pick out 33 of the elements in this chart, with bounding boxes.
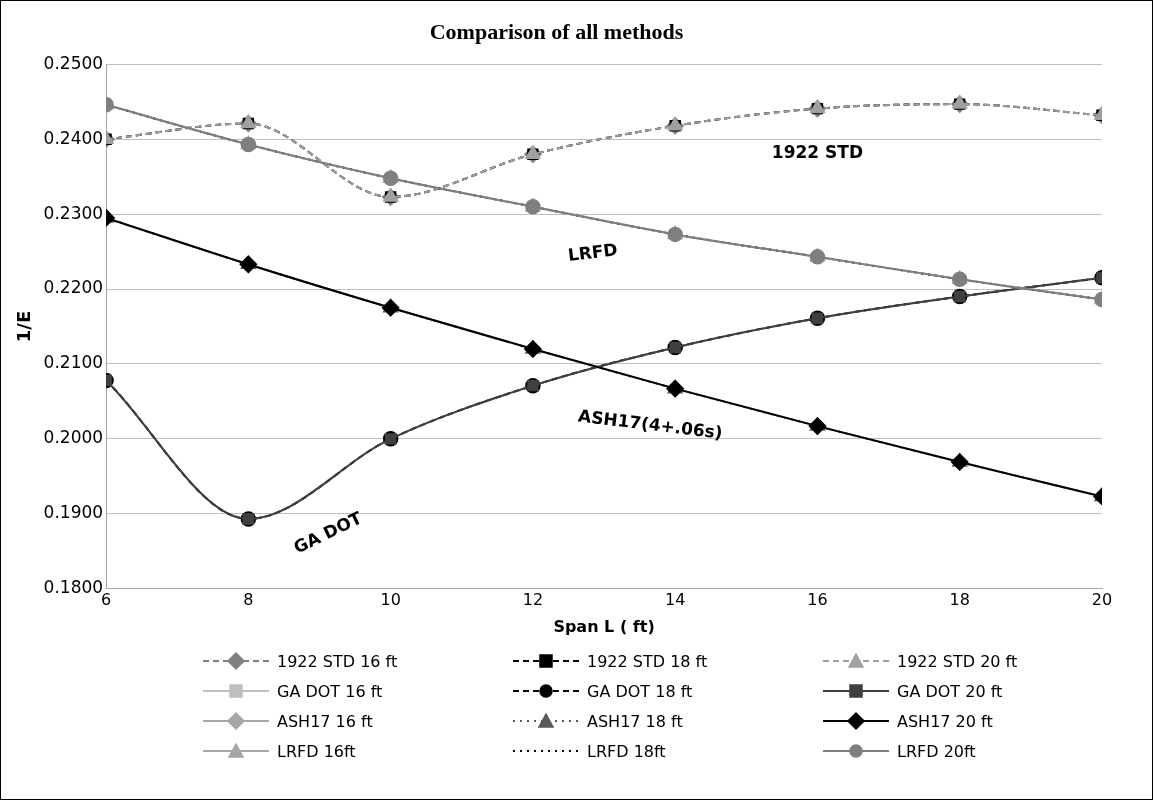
x-tick-label: 8 (243, 590, 254, 610)
legend-label: GA DOT 20 ft (897, 681, 1003, 701)
y-axis-title: 1/E (13, 310, 35, 343)
x-tick-label: 10 (380, 590, 401, 610)
legend-label: GA DOT 16 ft (277, 681, 383, 701)
legend-label: 1922 STD 16 ft (277, 651, 398, 671)
legend-label: GA DOT 18 ft (587, 681, 693, 701)
y-tick-label: 0.2300 (43, 202, 104, 223)
chart-title: Comparison of all methods (429, 18, 684, 44)
legend-label: 1922 STD 20 ft (897, 651, 1018, 671)
legend-label: ASH17 20 ft (897, 711, 993, 731)
x-tick-label: 16 (807, 590, 828, 610)
y-tick-label: 0.2100 (43, 352, 104, 373)
legend-label: LRFD 18ft (587, 741, 666, 761)
y-tick-label: 0.2500 (43, 52, 104, 73)
legend-label: LRFD 20ft (897, 741, 976, 761)
annotation: GA DOT (290, 507, 366, 558)
x-tick-label: 12 (522, 590, 544, 610)
legend-label: ASH17 16 ft (277, 711, 373, 731)
annotation: LRFD (566, 239, 619, 266)
x-tick-label: 14 (665, 590, 686, 610)
legend-label: 1922 STD 18 ft (587, 651, 708, 671)
y-tick-label: 0.2000 (43, 427, 104, 448)
x-tick-label: 20 (1091, 590, 1113, 610)
annotation: 1922 STD (771, 142, 864, 162)
legend-label: ASH17 18 ft (587, 711, 683, 731)
y-tick-label: 0.2400 (43, 127, 104, 148)
y-tick-label: 0.2200 (43, 277, 104, 298)
legend-label: LRFD 16ft (277, 741, 356, 761)
x-axis-title: Span L ( ft) (553, 616, 655, 636)
x-tick-label: 18 (949, 590, 970, 610)
y-tick-label: 0.1900 (43, 502, 104, 523)
x-tick-label: 6 (100, 590, 112, 610)
